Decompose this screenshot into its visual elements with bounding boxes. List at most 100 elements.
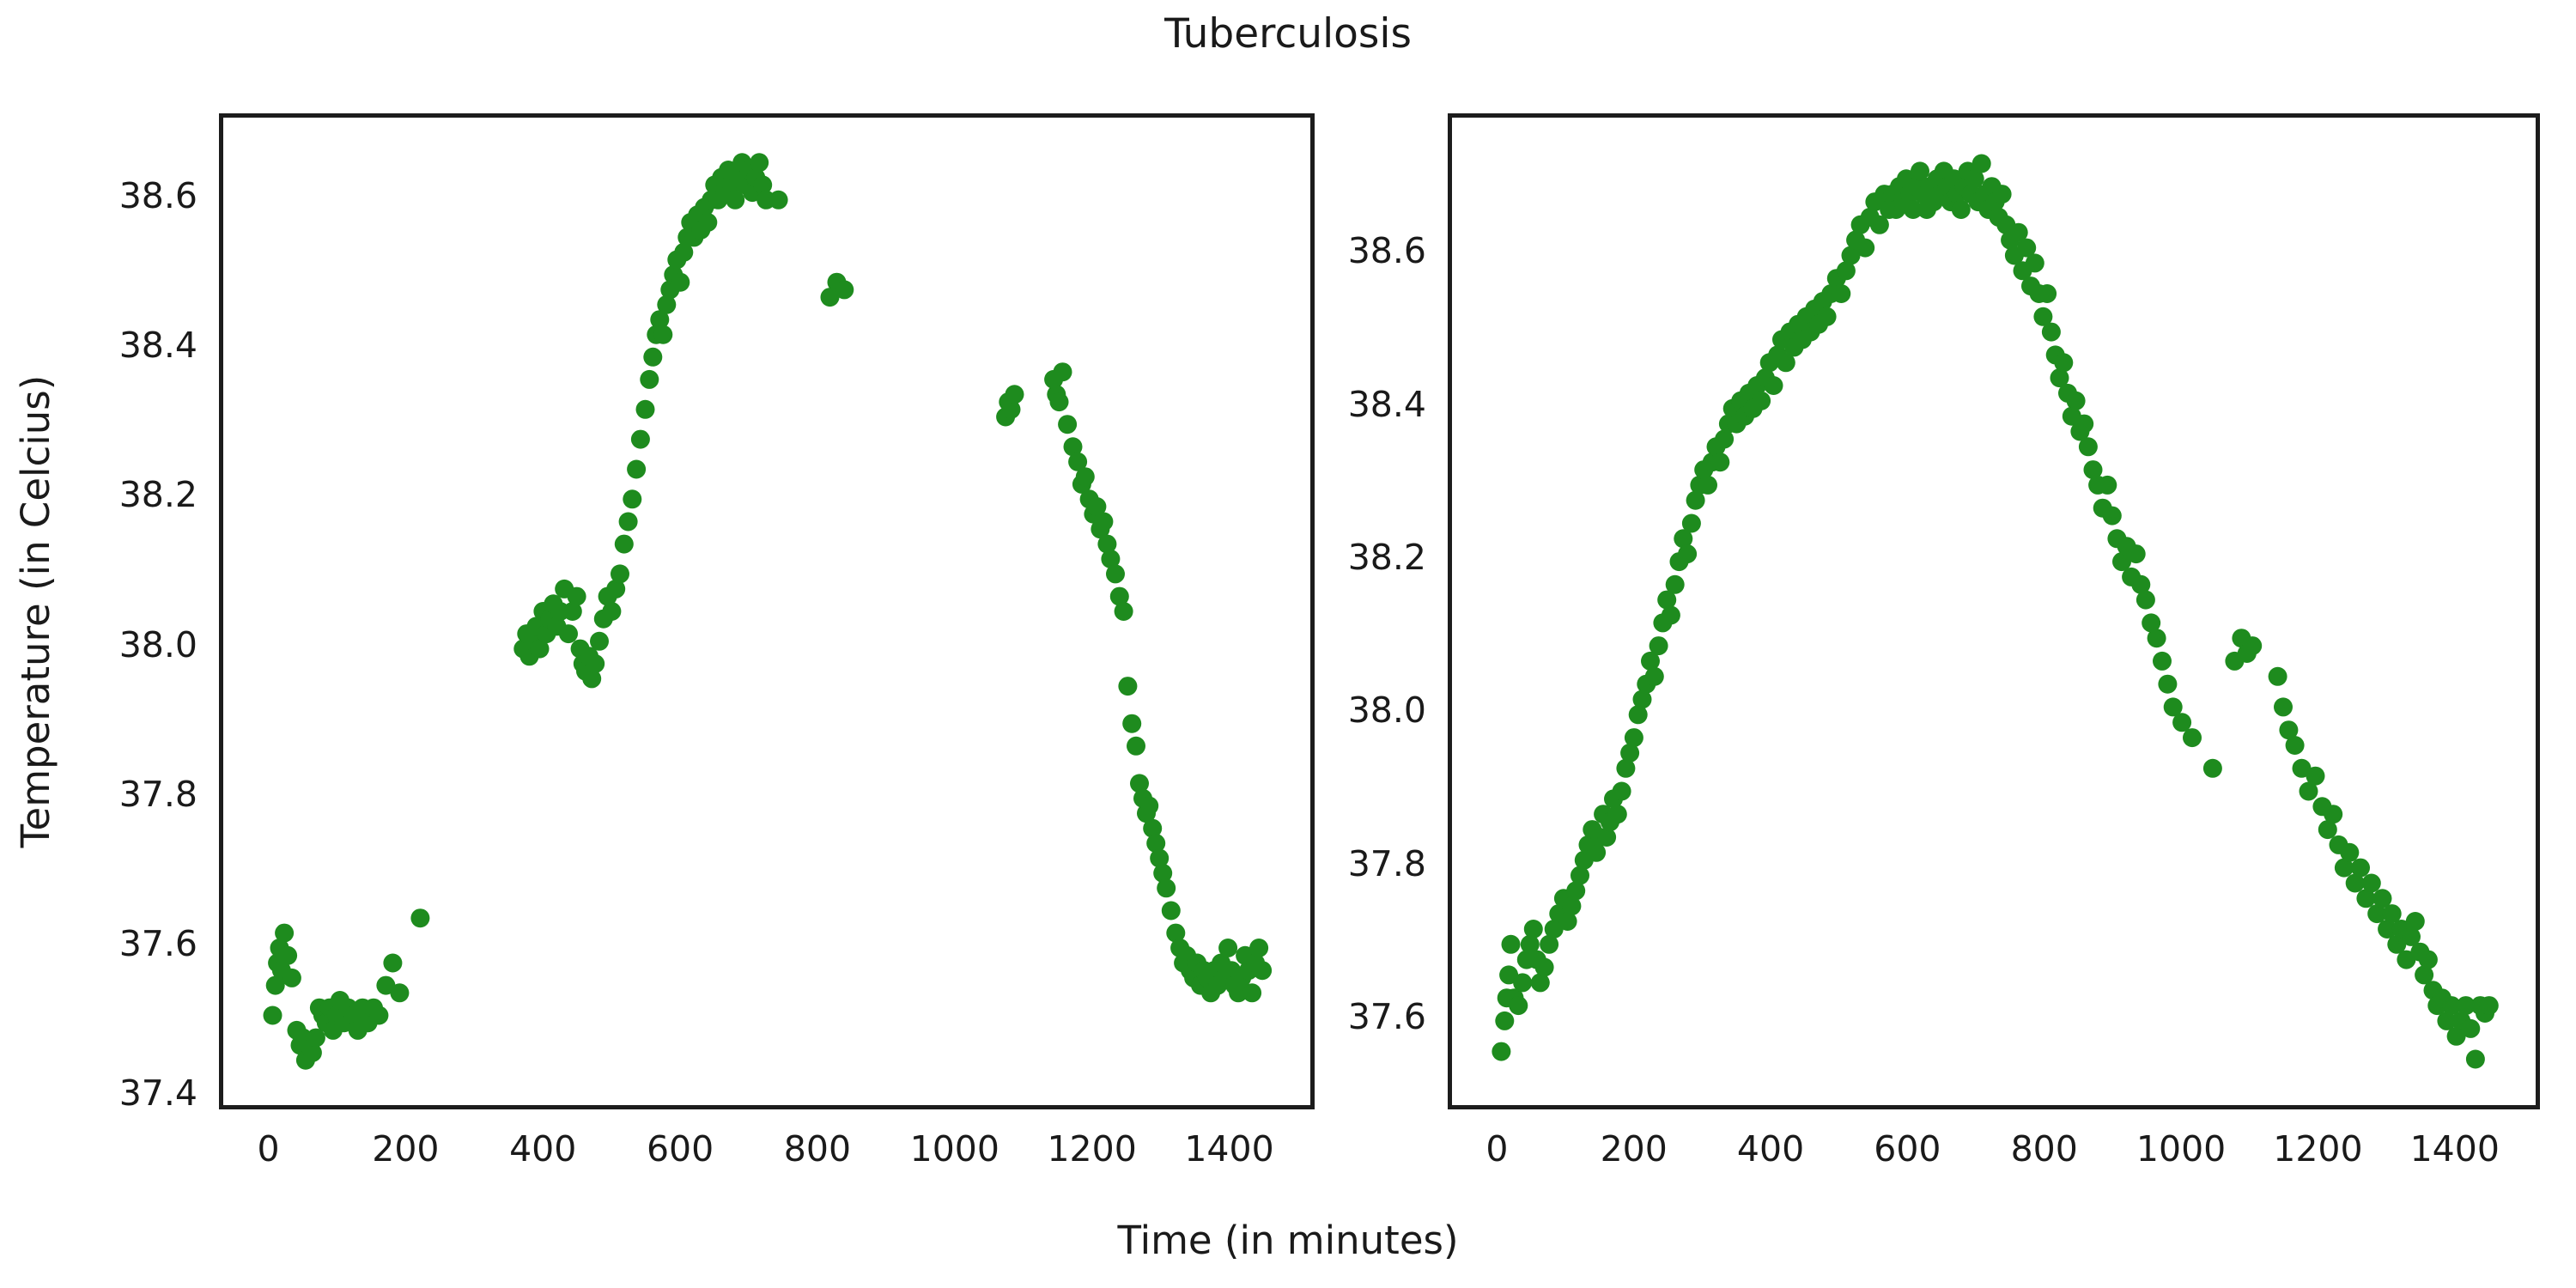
x-tick-label: 0 [257,1128,280,1170]
data-point [2402,927,2421,946]
data-point [611,564,629,584]
data-point [1523,920,1543,939]
data-point [1869,215,1889,234]
y-tick-label: 37.6 [1347,995,1426,1037]
data-point [1513,973,1533,993]
data-point [2361,873,2381,893]
data-point [2285,736,2305,755]
x-tick-label: 400 [509,1128,577,1170]
data-point [2378,920,2397,939]
x-tick-label: 800 [2010,1128,2078,1170]
data-point [1249,939,1269,957]
data-point [2050,368,2069,388]
y-tick-label: 37.4 [118,1072,197,1115]
data-point [2126,544,2146,564]
data-point [1607,805,1627,824]
data-point [1150,848,1170,868]
data-point [1101,550,1121,568]
data-point [278,945,298,965]
data-point [1094,512,1114,532]
data-point [1904,200,1923,219]
data-point [2437,1011,2457,1030]
data-point [306,1028,325,1048]
data-point [1674,529,1693,549]
data-point [2078,437,2098,457]
data-point [2292,758,2312,778]
data-point [2017,238,2037,258]
data-point [2415,965,2434,985]
data-point [753,175,773,195]
data-point [1075,467,1095,487]
data-point [1965,169,1984,189]
data-point [1832,284,1851,303]
data-point [263,1005,283,1025]
data-point [2345,873,2365,893]
data-point [2334,858,2354,878]
data-point [1122,714,1142,733]
data-point [606,579,626,598]
data-point [2075,414,2094,434]
data-point [2442,996,2461,1016]
data-point [2153,651,2172,671]
data-point [1161,901,1181,920]
data-point [1218,939,1238,957]
data-point [2299,781,2318,801]
data-point [1764,376,1783,395]
data-point [302,1043,322,1062]
data-point [1616,758,1636,778]
data-point [614,534,634,554]
data-point [1495,1011,1515,1030]
data-point [650,310,670,330]
data-point [635,399,655,419]
x-tick-label: 1400 [1184,1128,1274,1170]
data-point [410,908,430,928]
x-tick-label: 600 [1874,1128,1941,1170]
data-point [627,459,647,479]
data-point [2163,697,2183,717]
data-point [653,325,673,344]
data-point [1087,497,1107,516]
data-point [1841,246,1861,265]
data-point [1109,586,1129,606]
data-point [1068,452,1088,471]
data-point [2041,322,2061,342]
x-tick-label: 1200 [2273,1128,2363,1170]
data-point [698,213,718,232]
data-point [2142,613,2161,633]
data-point [2147,629,2166,648]
data-point [369,1005,389,1025]
data-point [1649,636,1668,656]
data-point [1665,574,1685,594]
data-point [582,669,602,689]
data-point [1678,544,1698,564]
data-point [1253,961,1273,981]
y-tick-label: 38.2 [118,474,197,516]
data-point [657,295,677,314]
data-point [586,654,605,673]
data-point [1242,983,1262,1003]
x-tick-label: 400 [1736,1128,1805,1170]
data-point [1157,878,1176,898]
x-tick-label: 1000 [2136,1128,2227,1170]
data-point [2025,253,2044,273]
data-point [1612,781,1631,801]
data-point [1534,957,1554,977]
data-point [2274,697,2293,717]
data-point [630,429,650,449]
data-point [643,347,663,367]
data-point [1143,818,1163,838]
left-plot-canvas [263,153,1273,1070]
data-point [1715,429,1735,449]
data-point [2461,1018,2481,1038]
data-point [769,190,788,210]
data-point [1698,475,1717,495]
data-point [674,242,694,262]
x-tick-label: 1200 [1047,1128,1137,1170]
data-point [2340,842,2360,862]
data-point [1106,564,1125,584]
right-plot-canvas [1492,154,2499,1069]
data-point [265,975,285,995]
data-point [1566,881,1586,901]
data-point [2172,713,2192,732]
